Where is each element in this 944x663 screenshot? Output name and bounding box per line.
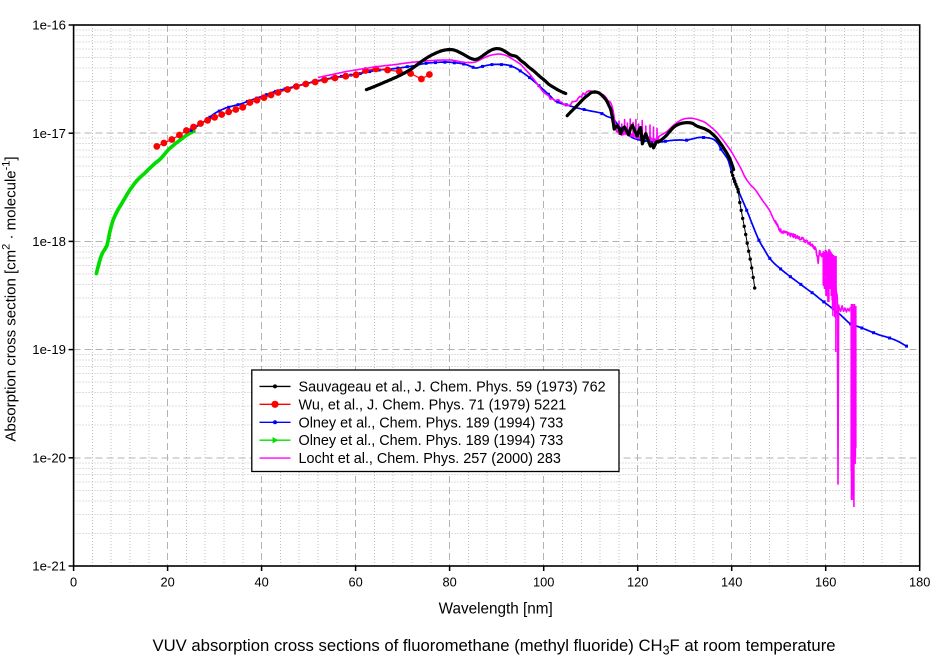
svg-text:Wu, et al., J. Chem. Phys. 71: Wu, et al., J. Chem. Phys. 71 (1979) 522…	[299, 397, 567, 413]
svg-text:80: 80	[442, 575, 456, 590]
svg-text:160: 160	[815, 575, 836, 590]
svg-text:180: 180	[909, 575, 930, 590]
svg-text:1e-17: 1e-17	[32, 126, 66, 141]
svg-text:1e-21: 1e-21	[32, 559, 66, 574]
svg-text:1e-16: 1e-16	[32, 18, 66, 33]
svg-text:Sauvageau et al., J. Chem. Phy: Sauvageau et al., J. Chem. Phys. 59 (197…	[299, 379, 606, 395]
svg-text:120: 120	[627, 575, 648, 590]
svg-text:Olney et al., Chem. Phys. 189: Olney et al., Chem. Phys. 189 (1994) 733	[299, 415, 564, 431]
svg-text:1e-19: 1e-19	[32, 342, 66, 357]
svg-text:Wavelength [nm]: Wavelength [nm]	[439, 601, 553, 618]
svg-text:100: 100	[533, 575, 554, 590]
svg-text:Olney et al., Chem. Phys. 189: Olney et al., Chem. Phys. 189 (1994) 733	[299, 433, 564, 449]
svg-text:20: 20	[160, 575, 174, 590]
svg-text:Absorption cross section [cm2: Absorption cross section [cm2 · molecule…	[1, 156, 20, 441]
svg-text:1e-20: 1e-20	[32, 450, 66, 465]
svg-text:1e-18: 1e-18	[32, 234, 66, 249]
svg-text:40: 40	[254, 575, 268, 590]
svg-text:60: 60	[348, 575, 362, 590]
svg-text:140: 140	[721, 575, 742, 590]
svg-text:VUV absorption cross sections: VUV absorption cross sections of fluorom…	[152, 636, 835, 658]
svg-text:0: 0	[70, 575, 77, 590]
svg-text:Locht et al., Chem. Phys. 257: Locht et al., Chem. Phys. 257 (2000) 283	[299, 451, 561, 467]
